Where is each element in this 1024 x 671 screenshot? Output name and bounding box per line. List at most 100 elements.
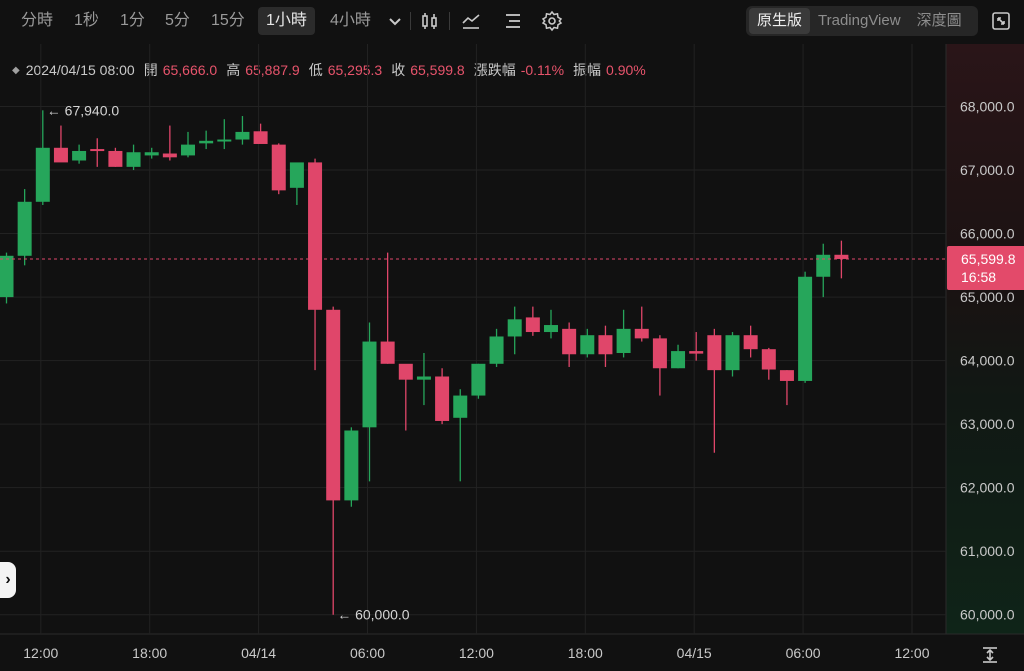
candle-down[interactable]	[162, 153, 177, 158]
price-axis-background	[946, 44, 1024, 634]
candle-up[interactable]	[0, 255, 14, 298]
amplitude-value: 0.90%	[606, 62, 646, 78]
open-value: 65,666.0	[162, 62, 218, 78]
x-tick-label: 12:00	[23, 645, 58, 661]
candle-up[interactable]	[580, 335, 595, 355]
candle-up[interactable]	[616, 328, 631, 353]
candle-countdown: 16:58	[961, 269, 997, 285]
close-label: 收	[391, 62, 406, 78]
candle-up[interactable]	[72, 150, 87, 161]
timeframe-1s[interactable]: 1秒	[74, 12, 99, 29]
current-price-badge: 65,599.8 16:58	[947, 246, 1024, 290]
candle-down[interactable]	[435, 376, 450, 421]
candle-down[interactable]	[598, 335, 613, 355]
toolbar: 分時 1秒 1分 5分 15分 1小時 4小時 原生版 TradingView …	[0, 0, 1024, 42]
open-label: 開	[143, 62, 158, 78]
candle-down[interactable]	[398, 363, 413, 380]
x-tick-label: 18:00	[132, 645, 167, 661]
x-tick-label: 18:00	[568, 645, 603, 661]
divider	[410, 12, 411, 30]
candle-down[interactable]	[53, 147, 68, 163]
change-label: 漲跌幅	[473, 62, 516, 78]
candle-up[interactable]	[235, 131, 250, 140]
candle-up[interactable]	[199, 140, 214, 144]
candle-down[interactable]	[525, 317, 540, 333]
candle-up[interactable]	[816, 254, 831, 277]
candle-up[interactable]	[144, 152, 159, 156]
candle-up[interactable]	[725, 335, 740, 371]
candle-down[interactable]	[380, 341, 395, 364]
low-value: 65,295.3	[327, 62, 383, 78]
timeframe-1m[interactable]: 1分	[120, 12, 145, 29]
x-tick-label: 06:00	[786, 645, 821, 661]
y-tick-label: 61,000.0	[960, 543, 1015, 559]
x-tick-label: 04/15	[677, 645, 712, 661]
candle-up[interactable]	[416, 376, 431, 380]
candle-up[interactable]	[362, 341, 377, 428]
candle-down[interactable]	[761, 349, 776, 370]
timeframe-5m[interactable]: 5分	[165, 12, 190, 29]
expand-panel-button[interactable]: ›	[0, 562, 16, 598]
collapse-caret-icon[interactable]: ◆	[12, 64, 20, 76]
high-label: 高	[226, 62, 241, 78]
x-tick-label: 04/14	[241, 645, 276, 661]
candle-up[interactable]	[35, 147, 50, 202]
candle-down[interactable]	[707, 335, 722, 371]
candle-down[interactable]	[90, 149, 105, 152]
candle-up[interactable]	[544, 325, 558, 333]
candle-down[interactable]	[689, 351, 704, 354]
candle-down[interactable]	[253, 131, 268, 144]
candle-down[interactable]	[652, 338, 667, 369]
candle-down[interactable]	[108, 150, 123, 167]
amplitude-label: 振幅	[573, 62, 602, 78]
candle-up[interactable]	[671, 351, 686, 369]
chevron-down-icon[interactable]	[384, 10, 406, 32]
candle-down[interactable]	[308, 162, 323, 310]
chevron-right-icon: ›	[5, 571, 11, 588]
y-tick-label: 67,000.0	[960, 162, 1015, 178]
candle-up[interactable]	[289, 162, 304, 188]
gear-icon[interactable]	[541, 10, 563, 32]
timeframe-tick[interactable]: 分時	[21, 12, 54, 29]
candle-down[interactable]	[779, 370, 794, 381]
candle-down[interactable]	[634, 328, 649, 339]
timeframe-1h[interactable]: 1小時	[258, 7, 315, 35]
high-annotation: ← 67,940.0	[47, 102, 120, 118]
candle-down[interactable]	[271, 144, 286, 191]
candle-up[interactable]	[217, 139, 232, 142]
low-label: 低	[308, 62, 323, 78]
timeframe-4h[interactable]: 4小時	[330, 12, 371, 29]
indicator-icon[interactable]	[460, 10, 482, 32]
candle-down[interactable]	[562, 328, 577, 355]
candle-up[interactable]	[181, 144, 195, 156]
scroll-to-latest-icon[interactable]	[979, 644, 1001, 666]
y-tick-label: 63,000.0	[960, 416, 1015, 432]
candle-down[interactable]	[326, 309, 341, 501]
timeframe-15m[interactable]: 15分	[211, 12, 245, 29]
candle-up[interactable]	[344, 430, 359, 501]
candle-up[interactable]	[798, 276, 813, 381]
candle-down[interactable]	[743, 335, 758, 350]
candle-up[interactable]	[453, 395, 468, 418]
y-tick-label: 62,000.0	[960, 480, 1015, 496]
view-native-tab[interactable]: 原生版	[749, 8, 811, 34]
candlestick-chart[interactable]: 68,000.0 67,000.0 66,000.0 65,000.0 64,000.0…	[0, 44, 1024, 669]
candle-up[interactable]	[507, 319, 522, 337]
view-mode-switch: 原生版 TradingView 深度圖	[746, 6, 978, 36]
candle-up[interactable]	[126, 152, 141, 167]
view-tradingview-tab[interactable]: TradingView	[818, 12, 901, 29]
settings-list-icon[interactable]	[502, 10, 524, 32]
candle-up[interactable]	[471, 363, 486, 396]
x-tick-label: 06:00	[350, 645, 385, 661]
candle-up[interactable]	[17, 201, 32, 256]
divider	[449, 12, 450, 30]
close-value: 65,599.8	[410, 62, 465, 78]
candle-down[interactable]	[834, 254, 849, 259]
fullscreen-icon[interactable]	[990, 10, 1012, 32]
view-depth-tab[interactable]: 深度圖	[916, 12, 962, 29]
change-value: -0.11%	[520, 62, 565, 78]
y-tick-label: 68,000.0	[960, 99, 1015, 115]
candle-type-icon[interactable]	[419, 10, 441, 32]
candle-up[interactable]	[489, 336, 504, 364]
candle-datetime: 2024/04/15 08:00	[25, 62, 135, 78]
